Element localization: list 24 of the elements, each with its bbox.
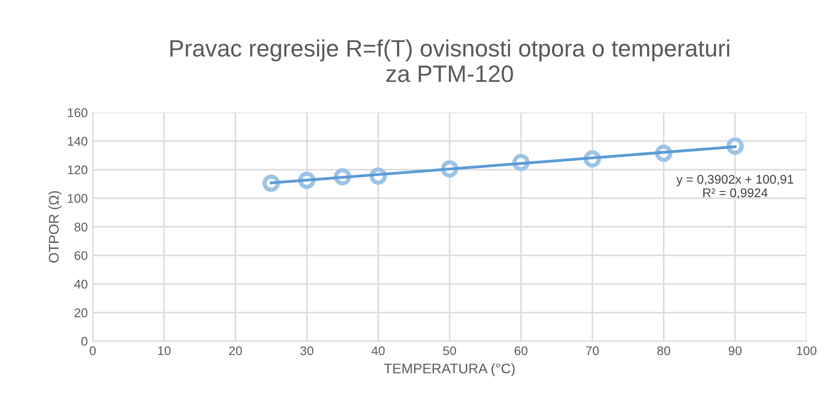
x-tick-label: 0 — [90, 346, 96, 356]
y-tick-label: 60 — [74, 251, 88, 260]
x-tick-label: 20 — [229, 346, 242, 356]
x-tick-label: 10 — [158, 346, 171, 356]
x-axis-title: TEMPERATURA (°C) — [384, 363, 515, 376]
y-tick-label: 160 — [68, 108, 88, 118]
y-tick-label: 20 — [74, 308, 88, 318]
x-tick-label: 30 — [300, 346, 314, 356]
annotation: y = 0,3902x + 100,91 R² = 0,9924 — [676, 174, 794, 199]
y-tick-label: 120 — [68, 165, 88, 174]
y-tick-label: 80 — [74, 222, 88, 232]
y-tick-label: 0 — [81, 336, 88, 346]
y-tick-label: 40 — [74, 280, 88, 289]
y-tick-label: 140 — [68, 136, 88, 146]
y-axis-title: OTPOR (Ω) — [48, 191, 62, 263]
x-tick-label: 70 — [586, 346, 599, 356]
x-tick-label: 40 — [372, 346, 385, 356]
y-tick-label: 100 — [68, 194, 88, 203]
x-tick-label: 60 — [514, 346, 528, 356]
chart-title: Pravac regresije R=f(T) ovisnosti otpora o temperaturi za PTM-120 — [170, 39, 730, 82]
x-tick-label: 50 — [443, 346, 456, 356]
x-tick-label: 90 — [728, 346, 742, 356]
x-tick-label: 100 — [797, 346, 816, 356]
x-tick-label: 80 — [657, 346, 670, 356]
